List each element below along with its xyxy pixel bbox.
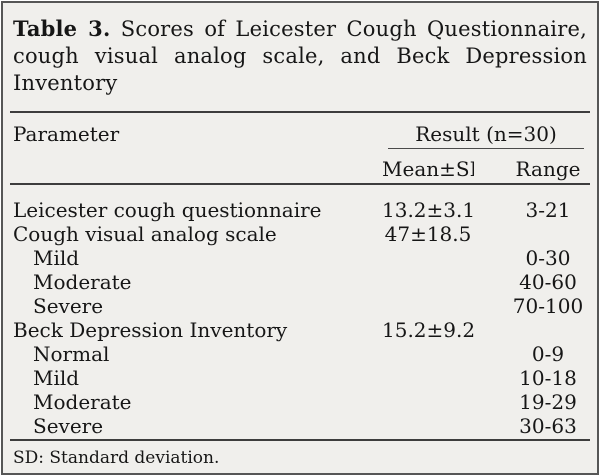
range-cell: 70-100 <box>512 294 584 318</box>
caption-text-1: Scores of Leicester Cough Questionnaire, <box>120 17 587 41</box>
table-row: Severe 70-100 <box>10 294 590 318</box>
column-gap <box>474 222 498 246</box>
column-gap <box>474 294 498 318</box>
header-row-subcolumns: Mean±SD Range <box>10 149 590 183</box>
header-top-rule <box>10 111 590 113</box>
table-row: Moderate 19-29 <box>10 390 590 414</box>
table-number-label: Table 3. <box>13 16 111 41</box>
range-cell <box>498 222 590 246</box>
parameter-cell: Moderate <box>33 270 132 294</box>
parameter-cell: Severe <box>33 294 104 318</box>
column-gap <box>474 390 498 414</box>
table-caption: Table 3. Scores of Leicester Cough Quest… <box>13 15 587 97</box>
parameter-cell: Leicester cough questionnaire <box>13 198 322 222</box>
range-cell: 40-60 <box>519 270 577 294</box>
table-row: Severe 30-63 <box>10 414 590 438</box>
header-bottom-rule <box>10 183 590 185</box>
parameter-cell: Moderate <box>33 390 132 414</box>
column-gap <box>474 246 498 270</box>
mean-sd-cell <box>382 342 474 366</box>
column-gap <box>474 318 498 342</box>
mean-sd-cell <box>382 294 474 318</box>
mean-sd-cell <box>382 270 474 294</box>
table-row: Moderate 40-60 <box>10 270 590 294</box>
range-cell: 30-63 <box>519 414 577 438</box>
mean-sd-cell: 15.2±9.2 <box>382 318 474 342</box>
mean-sd-cell <box>382 246 474 270</box>
mean-sd-cell: 47±18.5 <box>384 222 472 246</box>
range-cell: 10-18 <box>519 366 577 390</box>
mean-sd-cell: 13.2±3.1 <box>382 198 474 222</box>
range-cell: 0-30 <box>525 246 571 270</box>
column-gap <box>474 366 498 390</box>
column-gap <box>474 342 498 366</box>
column-gap <box>474 270 498 294</box>
table-row: Normal 0-9 <box>10 342 590 366</box>
caption-line-3: Inventory <box>13 71 118 95</box>
range-cell <box>498 318 590 342</box>
range-cell: 3-21 <box>525 198 571 222</box>
mean-sd-cell <box>382 414 474 438</box>
table-row: Mild 10-18 <box>10 366 590 390</box>
parameter-cell: Cough visual analog scale <box>13 222 277 246</box>
caption-line-2: cough visual analog scale, and Beck Depr… <box>13 44 587 68</box>
header-gap <box>474 149 498 183</box>
parameter-cell: Normal <box>33 342 110 366</box>
mean-sd-cell <box>382 366 474 390</box>
parameter-cell: Mild <box>33 366 80 390</box>
header-spacer <box>10 149 382 183</box>
parameter-cell: Beck Depression Inventory <box>13 318 288 342</box>
parameter-cell: Severe <box>33 414 104 438</box>
column-gap <box>474 414 498 438</box>
table-row: Beck Depression Inventory 15.2±9.2 <box>10 318 590 342</box>
table-row: Leicester cough questionnaire 13.2±3.1 3-2… <box>10 198 590 222</box>
footnote-rule <box>10 439 590 441</box>
caption-line-1: Table 3. Scores of Leicester Cough Quest… <box>13 15 587 43</box>
header-row-spanner: Parameter Result (n=30) <box>10 113 590 149</box>
column-gap <box>474 198 498 222</box>
table-body: Leicester cough questionnaire 13.2±3.1 3-2… <box>3 185 597 438</box>
column-header-parameter: Parameter <box>13 122 120 146</box>
column-header-range: Range <box>515 157 581 181</box>
table-row: Mild 0-30 <box>10 246 590 270</box>
table-row: Cough visual analog scale 47±18.5 <box>10 222 590 246</box>
footnote: SD: Standard deviation. <box>13 448 220 468</box>
mean-sd-cell <box>382 390 474 414</box>
column-header-result-group: Result (n=30) <box>388 113 584 149</box>
column-header-mean-sd: Mean±SD <box>382 157 474 181</box>
range-cell: 19-29 <box>519 390 577 414</box>
parameter-cell: Mild <box>33 246 80 270</box>
range-cell: 0-9 <box>531 342 565 366</box>
